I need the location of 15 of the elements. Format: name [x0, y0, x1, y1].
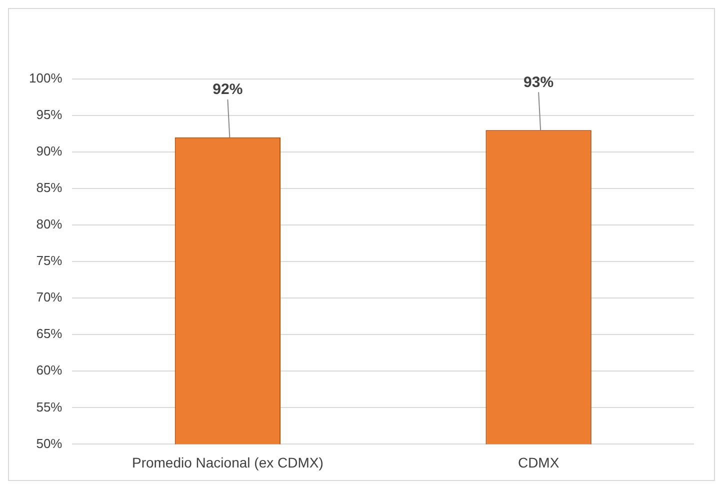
y-tick-label: 95%: [36, 107, 63, 122]
y-tick-label: 100%: [29, 70, 63, 86]
y-tick-label: 50%: [36, 436, 63, 451]
y-tick-label: 75%: [36, 253, 63, 268]
x-tick-label: CDMX: [518, 454, 560, 470]
y-tick-label: 90%: [36, 144, 63, 159]
y-tick-label: 80%: [36, 216, 63, 232]
data-label: 93%: [524, 74, 554, 91]
y-tick-label: 70%: [36, 290, 63, 305]
data-label: 92%: [212, 81, 243, 98]
y-tick-label: 85%: [36, 180, 63, 196]
y-tick-label: 65%: [36, 326, 63, 342]
x-tick-label: Promedio Nacional (ex CDMX): [132, 454, 324, 470]
y-tick-label: 60%: [36, 362, 63, 378]
y-tick-label: 55%: [36, 399, 63, 414]
